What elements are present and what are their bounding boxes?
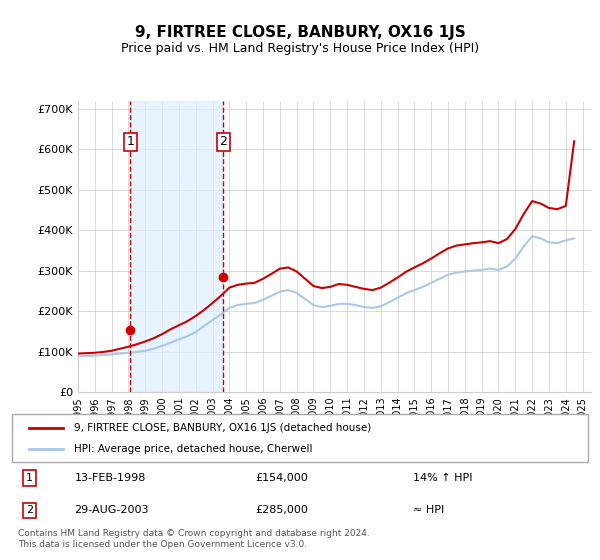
- Text: HPI: Average price, detached house, Cherwell: HPI: Average price, detached house, Cher…: [74, 444, 313, 454]
- Text: Price paid vs. HM Land Registry's House Price Index (HPI): Price paid vs. HM Land Registry's House …: [121, 42, 479, 55]
- Bar: [130, 101, 223, 392]
- Text: 29-AUG-2003: 29-AUG-2003: [74, 505, 149, 515]
- Text: ≈ HPI: ≈ HPI: [413, 505, 444, 515]
- FancyBboxPatch shape: [13, 414, 587, 463]
- Text: 1: 1: [26, 473, 33, 483]
- Text: 9, FIRTREE CLOSE, BANBURY, OX16 1JS: 9, FIRTREE CLOSE, BANBURY, OX16 1JS: [134, 25, 466, 40]
- Text: Contains HM Land Registry data © Crown copyright and database right 2024.
This d: Contains HM Land Registry data © Crown c…: [18, 529, 370, 549]
- Text: 14% ↑ HPI: 14% ↑ HPI: [413, 473, 472, 483]
- Text: £154,000: £154,000: [255, 473, 308, 483]
- Text: 1: 1: [127, 135, 134, 148]
- Text: 2: 2: [220, 135, 227, 148]
- Text: £285,000: £285,000: [255, 505, 308, 515]
- Text: 13-FEB-1998: 13-FEB-1998: [74, 473, 146, 483]
- Text: 2: 2: [26, 505, 33, 515]
- Text: 9, FIRTREE CLOSE, BANBURY, OX16 1JS (detached house): 9, FIRTREE CLOSE, BANBURY, OX16 1JS (det…: [74, 423, 371, 433]
